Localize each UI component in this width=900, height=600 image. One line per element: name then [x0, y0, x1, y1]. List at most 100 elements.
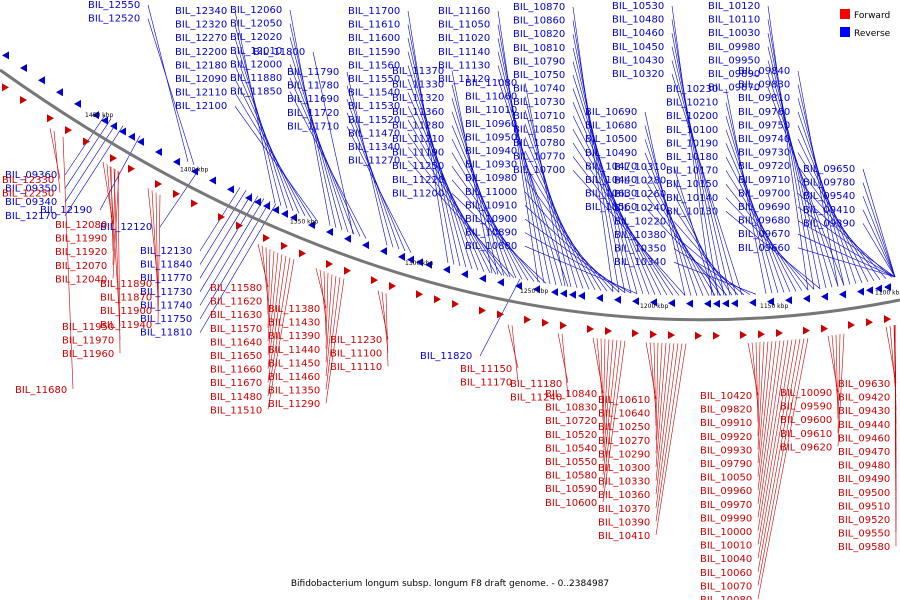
reverse-gene-label: BIL_11690 [287, 94, 339, 105]
forward-gene-label: BIL_09620 [780, 442, 832, 453]
reverse-leader-line [797, 206, 896, 278]
reverse-gene-feature [425, 260, 432, 269]
reverse-leader-line [524, 150, 596, 291]
forward-gene-feature [299, 249, 306, 258]
forward-leader-line [267, 254, 283, 369]
reverse-gene-label: BIL_10100 [666, 125, 718, 136]
reverse-gene-label: BIL_10490 [585, 148, 637, 159]
forward-gene-label: BIL_10000 [700, 527, 752, 538]
forward-leader-line [655, 343, 683, 522]
reverse-gene-label: BIL_10730 [513, 97, 565, 108]
reverse-gene-label: BIL_09360 [5, 170, 57, 181]
reverse-gene-feature [884, 283, 891, 292]
forward-gene-label: BIL_09970 [700, 500, 752, 511]
legend: Forward Reverse [840, 9, 891, 39]
forward-leader-line [600, 338, 604, 421]
reverse-gene-label: BIL_12190 [40, 205, 92, 216]
reverse-gene-feature [128, 132, 135, 141]
reverse-gene-feature [650, 298, 657, 307]
forward-gene-label: BIL_09790 [700, 459, 752, 470]
reverse-gene-feature [614, 295, 621, 304]
reverse-gene-label: BIL_12130 [140, 246, 192, 257]
reverse-gene-label: BIL_11880 [230, 73, 282, 84]
reverse-gene-label: BIL_12020 [230, 32, 282, 43]
reverse-gene-label: BIL_10780 [513, 138, 565, 149]
reverse-gene-feature [272, 205, 279, 214]
forward-leader-line [655, 343, 687, 536]
reverse-gene-feature [380, 247, 387, 256]
reverse-leader-line [725, 116, 779, 293]
forward-leader-line [381, 291, 389, 353]
forward-gene-label: BIL_09580 [838, 542, 890, 553]
forward-leader-line [757, 338, 809, 600]
reverse-gene-label: BIL_11370 [392, 66, 444, 77]
forward-leader-line [151, 190, 159, 297]
reverse-leader-line [497, 10, 539, 283]
reverse-leader-line [451, 138, 523, 280]
forward-leader-line [757, 339, 797, 559]
scale-label: 1350 kbp [290, 219, 318, 226]
forward-gene-label: BIL_09960 [700, 486, 752, 497]
forward-leader-line [53, 130, 61, 193]
forward-leader-line [325, 278, 345, 404]
scale-label: 1300 kbp [405, 260, 433, 267]
forward-gene-label: BIL_11970 [62, 336, 114, 347]
reverse-leader-line [234, 78, 306, 216]
reverse-gene-feature [668, 299, 675, 308]
reverse-leader-line [862, 168, 896, 278]
reverse-gene-label: BIL_09710 [738, 175, 790, 186]
reverse-gene-feature [245, 193, 252, 202]
forward-leader-line [315, 268, 327, 309]
forward-leader-line [325, 272, 329, 349]
reverse-gene-label: BIL_09870 [708, 83, 760, 94]
reverse-leader-line [673, 221, 739, 296]
forward-gene-label: BIL_10010 [700, 541, 752, 552]
forward-gene-label: BIL_10410 [598, 531, 650, 542]
reverse-gene-feature [137, 137, 144, 146]
reverse-gene-feature [767, 297, 774, 306]
reverse-gene-label: BIL_10240 [614, 203, 666, 214]
reverse-leader-line [767, 5, 809, 291]
reverse-gene-label: BIL_11740 [140, 300, 192, 311]
reverse-gene-label: BIL_10220 [614, 216, 666, 227]
forward-leader-line [157, 194, 161, 324]
reverse-gene-label: BIL_11790 [287, 67, 339, 78]
forward-leader-line [267, 257, 291, 396]
forward-gene-label: BIL_12250 [2, 189, 54, 200]
reverse-leader-line [407, 146, 509, 277]
forward-gene-label: BIL_11450 [268, 358, 320, 369]
forward-leader-line [319, 269, 327, 322]
reverse-leader-line [644, 111, 686, 296]
reverse-leader-line [671, 5, 713, 296]
forward-leader-line [757, 341, 769, 464]
forward-gene-label: BIL_09820 [700, 405, 752, 416]
forward-gene-label: BIL_10590 [545, 484, 597, 495]
reverse-leader-line [312, 51, 354, 235]
reverse-leader-line [644, 179, 716, 296]
reverse-gene-feature [821, 292, 828, 301]
forward-gene-label: BIL_11440 [268, 345, 320, 356]
reverse-leader-line [199, 192, 253, 279]
forward-gene-feature [713, 331, 720, 340]
forward-gene-feature [650, 330, 657, 339]
forward-gene-feature [524, 315, 531, 324]
forward-gene-label: BIL_12330 [2, 175, 54, 186]
reverse-leader-line [497, 24, 545, 284]
reverse-gene-feature [2, 51, 9, 60]
scale-label: 1200 kbp [640, 303, 668, 310]
reverse-gene-label: BIL_11360 [392, 107, 444, 118]
reverse-gene-label: BIL_11710 [287, 121, 339, 132]
forward-gene-feature [803, 326, 810, 335]
reverse-leader-line [572, 170, 686, 296]
reverse-gene-label: BIL_11780 [287, 81, 339, 92]
forward-gene-feature [776, 329, 783, 338]
forward-gene-label: BIL_11380 [268, 304, 320, 315]
legend-forward-swatch [840, 9, 850, 19]
reverse-gene-label: BIL_11270 [348, 156, 400, 167]
reverse-gene-label: BIL_11250 [392, 161, 444, 172]
forward-gene-feature [434, 295, 441, 304]
forward-leader-line [602, 340, 626, 502]
forward-gene-feature [560, 321, 567, 330]
forward-gene-label: BIL_11430 [268, 318, 320, 329]
reverse-gene-label: BIL_12090 [175, 74, 227, 85]
